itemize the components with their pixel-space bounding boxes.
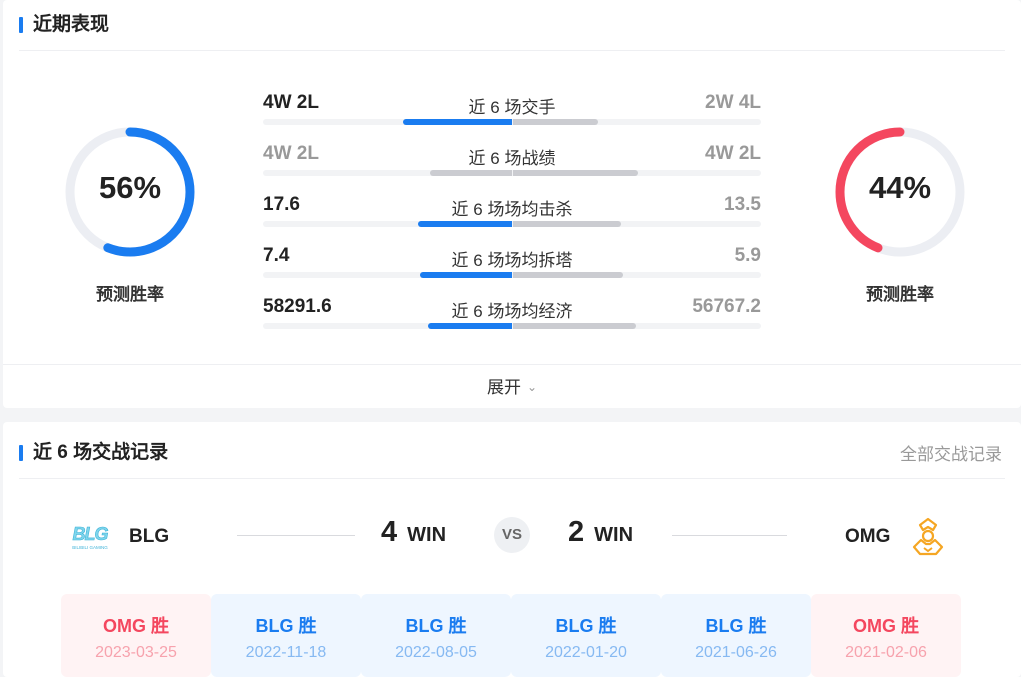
stat-bar-left (428, 323, 512, 329)
section-title-h2h: 近 6 场交战记录 (19, 442, 168, 464)
right-win-gauge: 44% 预测胜率 (830, 122, 970, 305)
stat-right-value: 56767.2 (692, 296, 761, 317)
stat-row: 4W 2L 近 6 场交手 2W 4L (263, 90, 761, 141)
divider (19, 478, 1005, 479)
stat-track (263, 272, 761, 278)
stat-bar-right (513, 221, 621, 227)
match-card[interactable]: OMG 胜 2021-02-06 (811, 594, 961, 677)
stat-row: 7.4 近 6 场场均拆塔 5.9 (263, 243, 761, 294)
match-result: BLG 胜 (405, 616, 467, 636)
stat-right-value: 4W 2L (705, 143, 761, 164)
match-card[interactable]: BLG 胜 2022-08-05 (361, 594, 511, 677)
head-to-head-card: 近 6 场交战记录 全部交战记录 BLG BILIBILI GAMING BLG… (3, 422, 1021, 677)
stat-bar-left (418, 221, 512, 227)
match-result: BLG 胜 (555, 616, 617, 636)
stat-right-value: 13.5 (724, 194, 761, 215)
stat-left-value: 17.6 (263, 194, 300, 215)
team-right[interactable]: OMG (845, 517, 946, 557)
stat-left-value: 58291.6 (263, 296, 332, 317)
expand-button[interactable]: 展开 ⌄ (3, 364, 1021, 408)
stat-label: 近 6 场场均拆塔 (451, 251, 573, 270)
stat-label: 近 6 场场均击杀 (451, 200, 573, 219)
blg-logo: BLG BILIBILI GAMING (72, 524, 110, 550)
stat-track (263, 170, 761, 176)
section-title-recent: 近期表现 (19, 14, 109, 36)
match-date: 2021-02-06 (845, 644, 927, 661)
team-right-win-label: WIN (594, 524, 634, 546)
comparison-stats: 4W 2L 近 6 场交手 2W 4L 4W 2L 近 6 场战绩 4W 2L 17.6 近 … (263, 90, 761, 345)
stat-right-value: 5.9 (734, 245, 761, 266)
stat-bar-right (513, 323, 636, 329)
vs-badge: VS (494, 517, 530, 553)
team-left-name: BLG (129, 526, 170, 547)
match-history: OMG 胜 2023-03-25 BLG 胜 2022-11-18 BLG 胜 2022-… (61, 594, 961, 677)
left-win-gauge: 56% 预测胜率 (60, 122, 200, 305)
match-date: 2023-03-25 (95, 644, 177, 661)
stat-left-value: 4W 2L (263, 92, 319, 113)
expand-label: 展开 (486, 378, 521, 397)
match-card[interactable]: BLG 胜 2022-01-20 (511, 594, 661, 677)
stat-bar-right (513, 119, 598, 125)
stat-track (263, 323, 761, 329)
stat-right-value: 2W 4L (705, 92, 761, 113)
left-gauge-ring (65, 127, 195, 257)
team-left-win-label: WIN (407, 524, 447, 546)
team-right-name: OMG (845, 526, 891, 547)
divider (19, 50, 1005, 51)
match-result: BLG 胜 (705, 616, 767, 636)
match-date: 2022-01-20 (545, 644, 627, 661)
match-date: 2022-08-05 (395, 644, 477, 661)
match-date: 2021-06-26 (695, 644, 777, 661)
stat-bar-right (513, 272, 623, 278)
team-right-score: 2 WIN (568, 516, 633, 549)
svg-text:BILIBILI GAMING: BILIBILI GAMING (72, 545, 108, 550)
recent-performance-card: 近期表现 56% 预测胜率 4W 2L 近 6 场交手 2W 4L 4W 2L 近 6 … (3, 0, 1021, 408)
stat-bar-right (513, 170, 638, 176)
stat-bar-left (403, 119, 512, 125)
stat-left-value: 4W 2L (263, 143, 319, 164)
stat-bar-left (419, 272, 512, 278)
team-right-wins: 2 (568, 516, 585, 548)
stat-bar-left (429, 170, 512, 176)
team-left[interactable]: BLG BILIBILI GAMING BLG (65, 517, 169, 557)
left-win-percent: 56% (98, 170, 162, 205)
stat-row: 4W 2L 近 6 场战绩 4W 2L (263, 141, 761, 192)
svg-text:BLG: BLG (73, 524, 109, 544)
left-win-label: 预测胜率 (96, 285, 164, 304)
team-left-score: 4 WIN (381, 516, 446, 549)
right-win-label: 预测胜率 (866, 285, 934, 304)
separator-line (237, 535, 355, 536)
match-result: BLG 胜 (255, 616, 317, 636)
stat-row: 17.6 近 6 场场均击杀 13.5 (263, 192, 761, 243)
team-left-wins: 4 (381, 516, 398, 548)
all-records-link[interactable]: 全部交战记录 (900, 445, 1002, 464)
stat-row: 58291.6 近 6 场场均经济 56767.2 (263, 294, 761, 345)
chevron-down-icon: ⌄ (526, 380, 538, 394)
stat-track (263, 221, 761, 227)
stat-label: 近 6 场场均经济 (451, 302, 573, 321)
right-win-percent: 44% (868, 170, 932, 205)
right-gauge-ring (835, 127, 965, 257)
match-result: OMG 胜 (103, 616, 169, 636)
stat-left-value: 7.4 (263, 245, 290, 266)
match-card[interactable]: BLG 胜 2022-11-18 (211, 594, 361, 677)
stat-label: 近 6 场战绩 (468, 149, 556, 168)
separator-line (672, 535, 787, 536)
match-date: 2022-11-18 (245, 644, 327, 661)
omg-logo (913, 517, 944, 556)
stat-track (263, 119, 761, 125)
match-card[interactable]: BLG 胜 2021-06-26 (661, 594, 811, 677)
stat-label: 近 6 场交手 (468, 98, 556, 117)
match-result: OMG 胜 (853, 616, 919, 636)
match-card[interactable]: OMG 胜 2023-03-25 (61, 594, 211, 677)
